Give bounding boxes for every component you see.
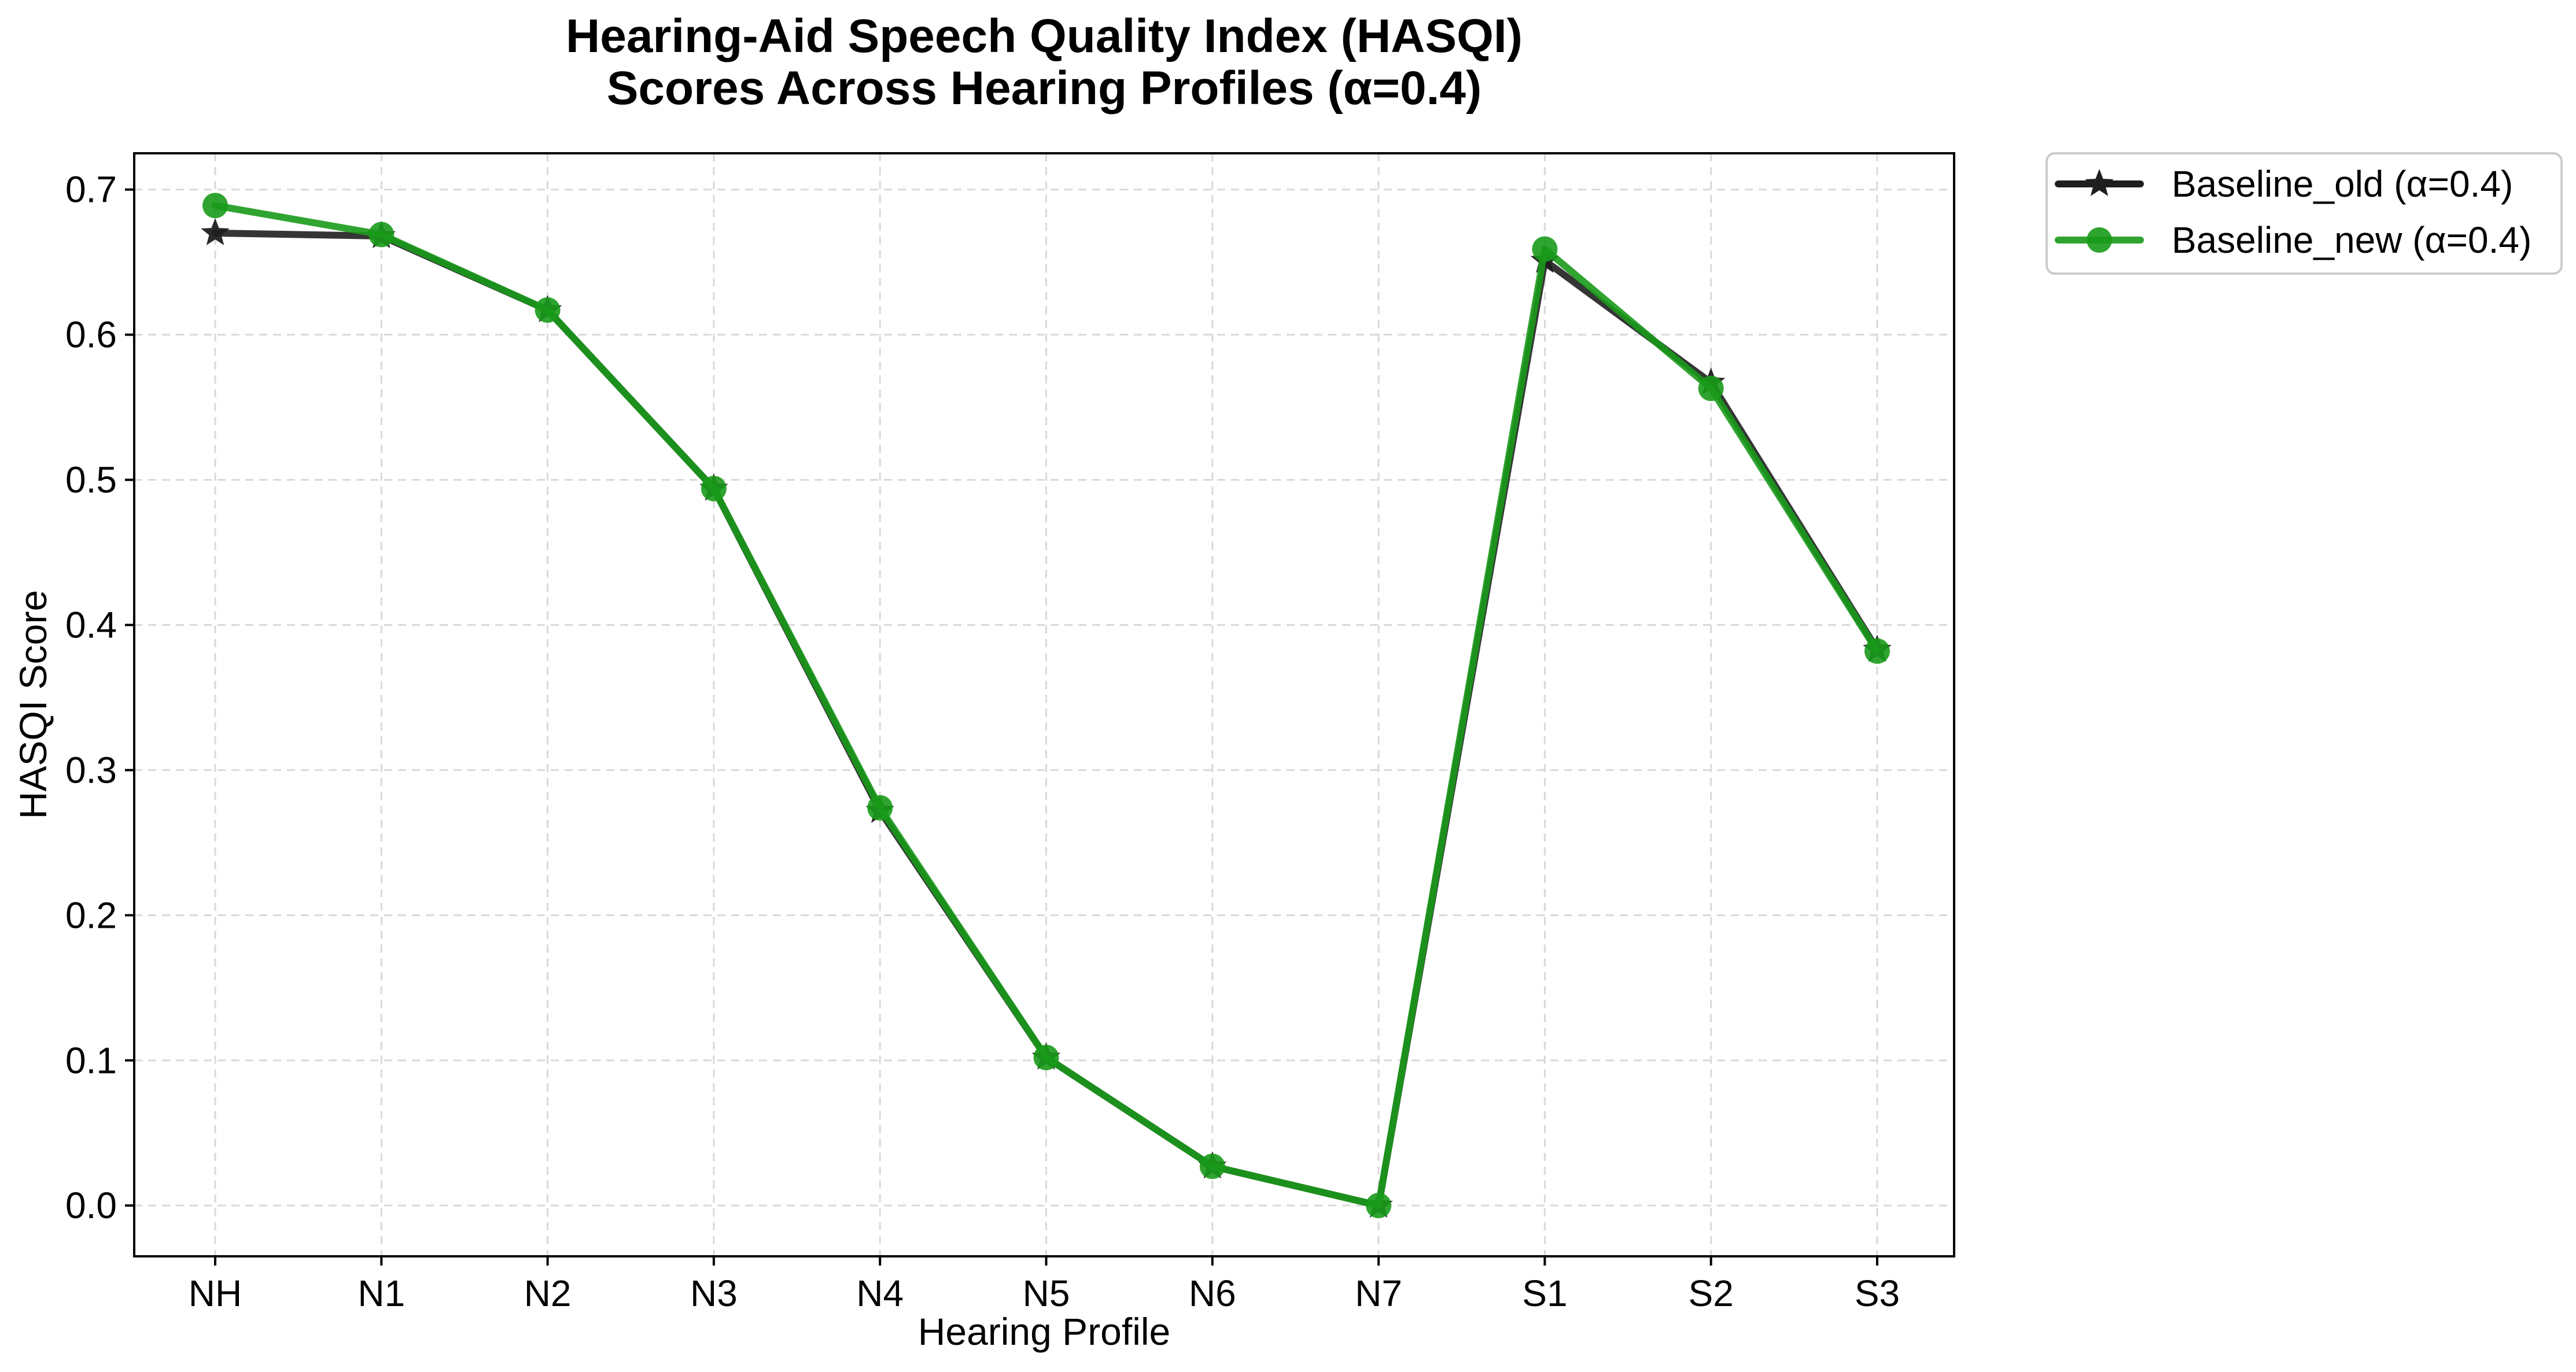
x-tick-label: N3 — [690, 1273, 738, 1314]
legend-marker-circle — [2087, 227, 2112, 253]
data-point-circle — [1532, 236, 1558, 262]
x-tick-label: S3 — [1855, 1273, 1900, 1314]
plot-area-frame — [133, 152, 1955, 1257]
data-point-circle — [1199, 1153, 1225, 1179]
x-tick-label: NH — [189, 1273, 242, 1314]
legend: Baseline_old (α=0.4) Baseline_new (α=0.4… — [2046, 152, 2563, 275]
chart-title-line-2: Scores Across Hearing Profiles (α=0.4) — [607, 62, 1482, 115]
x-tick-label: N7 — [1355, 1273, 1402, 1314]
data-point-circle — [1864, 638, 1890, 664]
x-tick-label: S2 — [1689, 1273, 1734, 1314]
data-series — [201, 193, 1892, 1219]
axis-ticks: 0.0 0.1 0.2 0.3 0.4 0.5 0.6 0.7 NH N1 N2 N3 N4 N5 N6 N7… — [65, 169, 1900, 1314]
y-tick-label: 0.2 — [65, 894, 117, 936]
y-tick-label: 0.1 — [65, 1039, 117, 1081]
x-tick-label: N2 — [524, 1273, 572, 1314]
y-tick-label: 0.6 — [65, 314, 117, 356]
y-tick-label: 0.4 — [65, 604, 117, 646]
legend-label-baseline-new: Baseline_new (α=0.4) — [2172, 219, 2531, 261]
x-tick-label: S1 — [1522, 1273, 1567, 1314]
x-axis-label: Hearing Profile — [918, 1310, 1171, 1353]
y-tick-label: 0.0 — [65, 1185, 117, 1226]
y-tick-label: 0.5 — [65, 459, 117, 501]
data-point-star — [201, 218, 230, 245]
x-tick-label: N5 — [1023, 1273, 1070, 1314]
legend-marker-star — [2085, 169, 2114, 196]
grid-lines — [134, 153, 1954, 1256]
data-point-circle — [202, 193, 228, 219]
data-point-circle — [1366, 1193, 1392, 1219]
data-point-circle — [701, 475, 727, 501]
data-point-circle — [1033, 1045, 1059, 1071]
data-point-circle — [535, 297, 561, 323]
data-point-circle — [867, 795, 893, 821]
y-tick-label: 0.7 — [65, 169, 117, 211]
x-tick-label: N1 — [358, 1273, 405, 1314]
legend-label-baseline-old: Baseline_old (α=0.4) — [2172, 163, 2513, 205]
x-tick-label: N4 — [856, 1273, 904, 1314]
x-tick-label: N6 — [1189, 1273, 1236, 1314]
data-point-circle — [368, 222, 395, 248]
chart-title-line-1: Hearing-Aid Speech Quality Index (HASQI) — [566, 10, 1523, 62]
data-point-circle — [1698, 375, 1724, 401]
y-tick-label: 0.3 — [65, 749, 117, 791]
legend-frame — [2046, 152, 2563, 275]
y-axis-label: HASQI Score — [12, 590, 54, 819]
